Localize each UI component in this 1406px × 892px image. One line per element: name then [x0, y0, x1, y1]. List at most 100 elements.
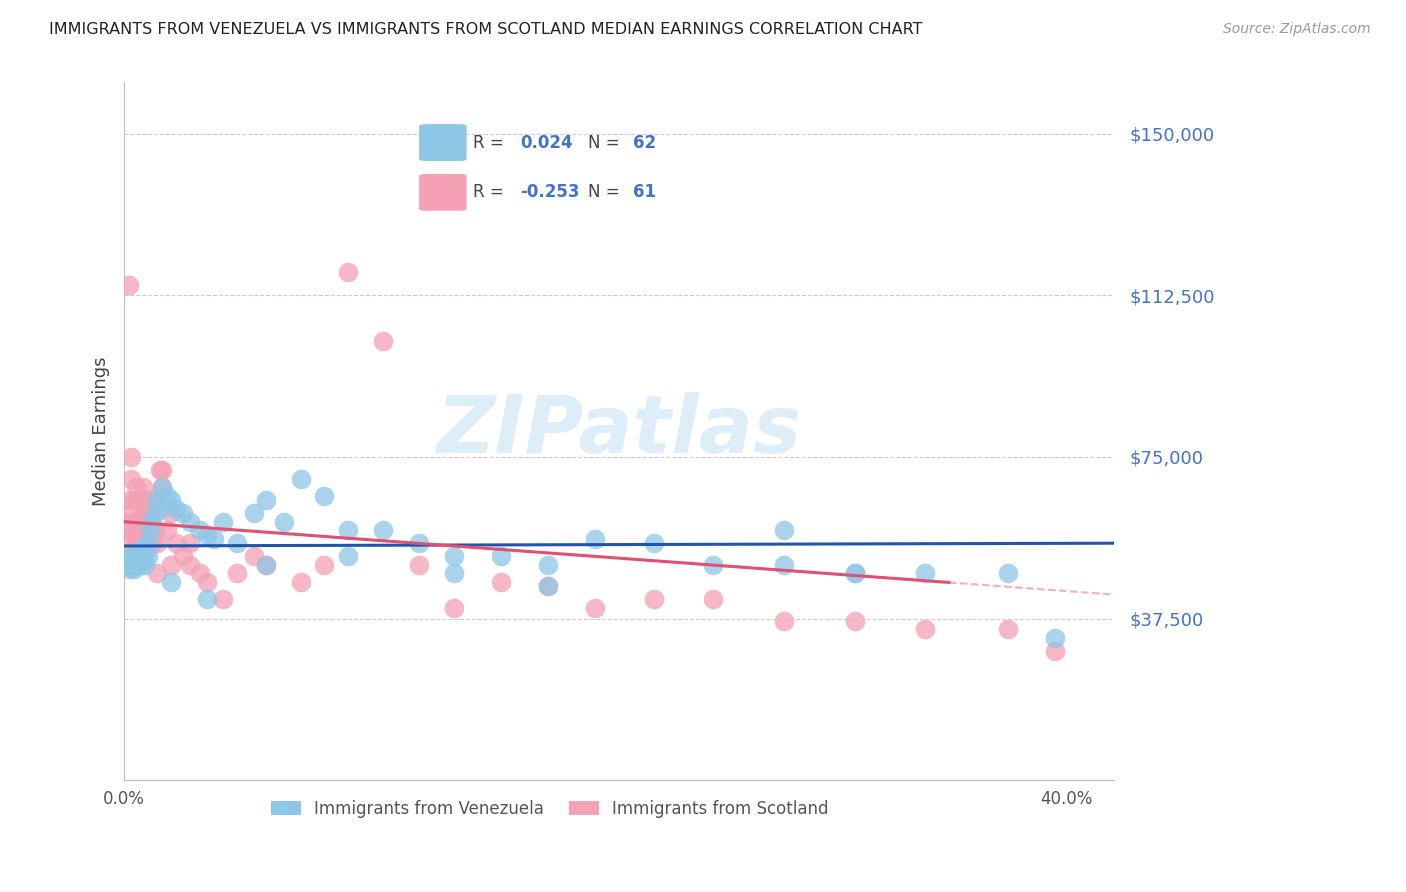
Point: [212, 515, 235, 529]
Point: [997, 566, 1019, 581]
Point: [127, 545, 149, 559]
Point: [122, 553, 145, 567]
Point: [537, 579, 560, 593]
Point: [132, 553, 155, 567]
Point: [148, 463, 170, 477]
Point: [127, 536, 149, 550]
Point: [172, 549, 194, 563]
Point: [844, 566, 866, 581]
Point: [150, 480, 173, 494]
Point: [188, 523, 211, 537]
Point: [172, 506, 194, 520]
Point: [132, 480, 155, 494]
Point: [136, 536, 159, 550]
Point: [373, 523, 395, 537]
Point: [702, 558, 724, 572]
Point: [150, 480, 173, 494]
Point: [179, 536, 201, 550]
Point: [143, 523, 166, 537]
Point: [139, 506, 162, 520]
Legend: Immigrants from Venezuela, Immigrants from Scotland: Immigrants from Venezuela, Immigrants fr…: [264, 793, 835, 824]
Point: [146, 493, 169, 508]
Point: [143, 506, 166, 520]
Point: [273, 515, 295, 529]
Point: [118, 277, 141, 292]
Point: [373, 334, 395, 348]
Point: [115, 536, 138, 550]
Point: [179, 515, 201, 529]
Point: [443, 549, 465, 563]
Point: [408, 558, 430, 572]
Point: [773, 614, 796, 628]
Point: [195, 527, 218, 541]
Point: [202, 532, 225, 546]
Point: [243, 506, 266, 520]
Point: [537, 558, 560, 572]
Point: [997, 623, 1019, 637]
Point: [125, 515, 148, 529]
Y-axis label: Median Earnings: Median Earnings: [93, 356, 110, 506]
Point: [165, 501, 187, 516]
Point: [134, 523, 156, 537]
Point: [118, 562, 141, 576]
Point: [489, 574, 512, 589]
Point: [337, 523, 360, 537]
Point: [443, 566, 465, 581]
Point: [146, 536, 169, 550]
Point: [136, 549, 159, 563]
Point: [122, 562, 145, 576]
Point: [773, 523, 796, 537]
Point: [132, 506, 155, 520]
Point: [156, 489, 179, 503]
Text: Source: ZipAtlas.com: Source: ZipAtlas.com: [1223, 22, 1371, 37]
Point: [773, 558, 796, 572]
Point: [165, 536, 187, 550]
Point: [314, 558, 336, 572]
Point: [290, 574, 312, 589]
Point: [115, 515, 138, 529]
Point: [120, 549, 142, 563]
Point: [188, 566, 211, 581]
Point: [132, 541, 155, 555]
Text: IMMIGRANTS FROM VENEZUELA VS IMMIGRANTS FROM SCOTLAND MEDIAN EARNINGS CORRELATIO: IMMIGRANTS FROM VENEZUELA VS IMMIGRANTS …: [49, 22, 922, 37]
Point: [702, 592, 724, 607]
Point: [314, 489, 336, 503]
Point: [489, 549, 512, 563]
Point: [844, 566, 866, 581]
Point: [290, 471, 312, 485]
Text: ZIPatlas: ZIPatlas: [436, 392, 801, 470]
Point: [160, 558, 183, 572]
Point: [337, 264, 360, 278]
Point: [844, 614, 866, 628]
Point: [120, 471, 142, 485]
Point: [118, 523, 141, 537]
Point: [156, 523, 179, 537]
Point: [160, 493, 183, 508]
Point: [408, 536, 430, 550]
Point: [139, 523, 162, 537]
Point: [1043, 631, 1066, 645]
Point: [115, 558, 138, 572]
Point: [141, 536, 163, 550]
Point: [643, 536, 665, 550]
Point: [226, 566, 249, 581]
Point: [122, 523, 145, 537]
Point: [537, 579, 560, 593]
Point: [134, 558, 156, 572]
Point: [132, 506, 155, 520]
Point: [160, 574, 183, 589]
Point: [127, 553, 149, 567]
Point: [254, 558, 277, 572]
Point: [1043, 644, 1066, 658]
Point: [243, 549, 266, 563]
Point: [129, 515, 152, 529]
Point: [118, 493, 141, 508]
Point: [129, 549, 152, 563]
Point: [122, 493, 145, 508]
Point: [195, 592, 218, 607]
Point: [118, 553, 141, 567]
Point: [254, 493, 277, 508]
Point: [125, 558, 148, 572]
Point: [127, 493, 149, 508]
Point: [120, 450, 142, 464]
